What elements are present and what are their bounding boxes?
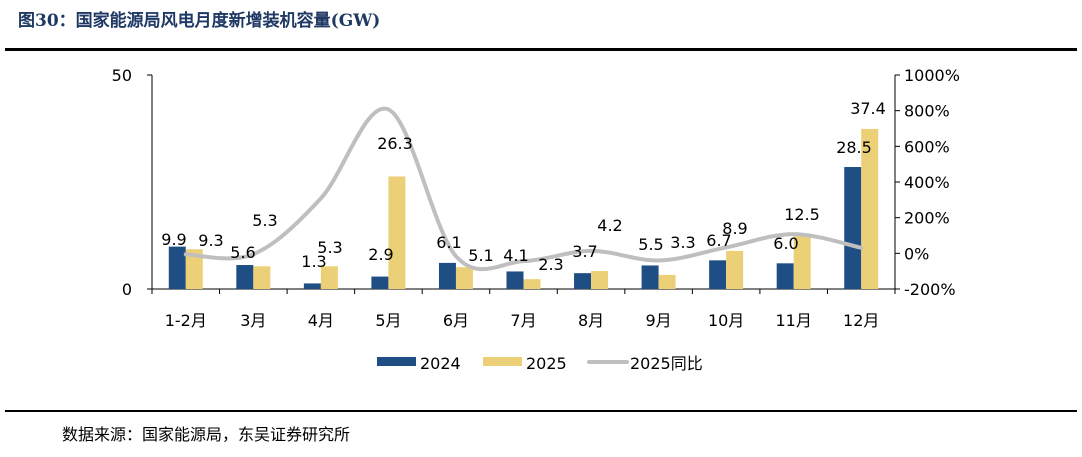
bar-2025 (455, 267, 473, 289)
legend-label: 2025同比 (630, 354, 703, 373)
x-tick-label: 11月 (775, 311, 811, 330)
bar-2024 (168, 246, 186, 289)
data-label-2025: 8.9 (722, 219, 747, 238)
data-label-2025: 5.3 (317, 238, 342, 257)
data-label-2025: 5.3 (252, 211, 277, 230)
bar-2024 (641, 265, 659, 289)
bar-2024 (844, 167, 862, 289)
legend-swatch-2025 (483, 357, 522, 366)
data-label-2025: 3.3 (670, 233, 695, 252)
bar-2025 (185, 249, 203, 289)
source-note: 数据来源：国家能源局，东吴证券研究所 (62, 425, 351, 444)
data-label-2025: 5.1 (468, 246, 493, 265)
data-label-2024: 9.9 (161, 230, 186, 249)
bar-2025 (658, 274, 676, 289)
x-tick-label: 5月 (375, 311, 401, 330)
right-tick-label: 1000% (904, 66, 960, 85)
x-tick-label: 10月 (708, 311, 744, 330)
line-2025-yoy (183, 106, 864, 272)
legend-label: 2025 (526, 354, 567, 373)
left-tick-label: 50 (112, 66, 132, 85)
bar-2024 (236, 265, 254, 289)
right-tick-label: 0% (904, 244, 929, 263)
bar-2025 (388, 176, 406, 289)
data-label-2025: 26.3 (377, 134, 413, 153)
right-tick-label: 800% (904, 102, 950, 121)
data-label-2024: 5.6 (230, 243, 255, 262)
x-tick-label: 9月 (645, 311, 671, 330)
right-tick-label: -200% (904, 280, 956, 299)
bar-2024 (303, 283, 321, 289)
x-tick-label: 1-2月 (165, 311, 207, 330)
bar-2024 (776, 263, 794, 289)
bar-2024 (506, 271, 524, 289)
data-label-2024: 6.7 (706, 231, 731, 250)
right-tick-label: 600% (904, 137, 950, 156)
x-tick-label: 3月 (240, 311, 266, 330)
bar-2025 (726, 250, 744, 289)
bar-2024 (371, 276, 389, 289)
data-label-2024: 6.0 (773, 234, 798, 253)
bar-2025 (861, 128, 879, 289)
bar-2025 (523, 279, 541, 289)
figure-title: 图30：国家能源局风电月度新增装机容量(GW) (18, 11, 381, 31)
bottom-rule (5, 410, 1077, 412)
top-rule (5, 48, 1077, 51)
bar-2024 (574, 273, 592, 289)
bar-2024 (709, 260, 727, 289)
x-tick-label: 12月 (843, 311, 879, 330)
data-label-2025: 9.3 (198, 231, 223, 250)
right-tick-label: 400% (904, 173, 950, 192)
data-label-2024: 4.1 (503, 246, 528, 265)
bar-2025 (320, 266, 338, 289)
data-label-2024: 1.3 (301, 252, 326, 271)
legend-label: 2024 (420, 354, 461, 373)
data-label-2024: 3.7 (572, 242, 597, 261)
bar-2024 (438, 262, 456, 289)
x-tick-label: 7月 (510, 311, 536, 330)
data-label-2025: 12.5 (784, 205, 820, 224)
data-label-2024: 2.9 (368, 245, 393, 264)
bar-2025 (793, 235, 811, 289)
legend-swatch-2024 (377, 357, 416, 366)
data-label-2024: 6.1 (436, 233, 461, 252)
data-label-2024: 5.5 (638, 235, 663, 254)
data-label-2024: 28.5 (836, 138, 872, 157)
data-label-2025: 4.2 (597, 216, 622, 235)
right-tick-label: 200% (904, 209, 950, 228)
x-tick-label: 6月 (443, 311, 469, 330)
bar-2025 (253, 266, 271, 289)
data-label-2025: 2.3 (538, 255, 563, 274)
data-label-2025: 37.4 (850, 99, 886, 118)
bar-2025 (591, 271, 609, 289)
left-tick-label: 0 (122, 280, 132, 299)
x-tick-label: 4月 (308, 311, 334, 330)
x-tick-label: 8月 (578, 311, 604, 330)
